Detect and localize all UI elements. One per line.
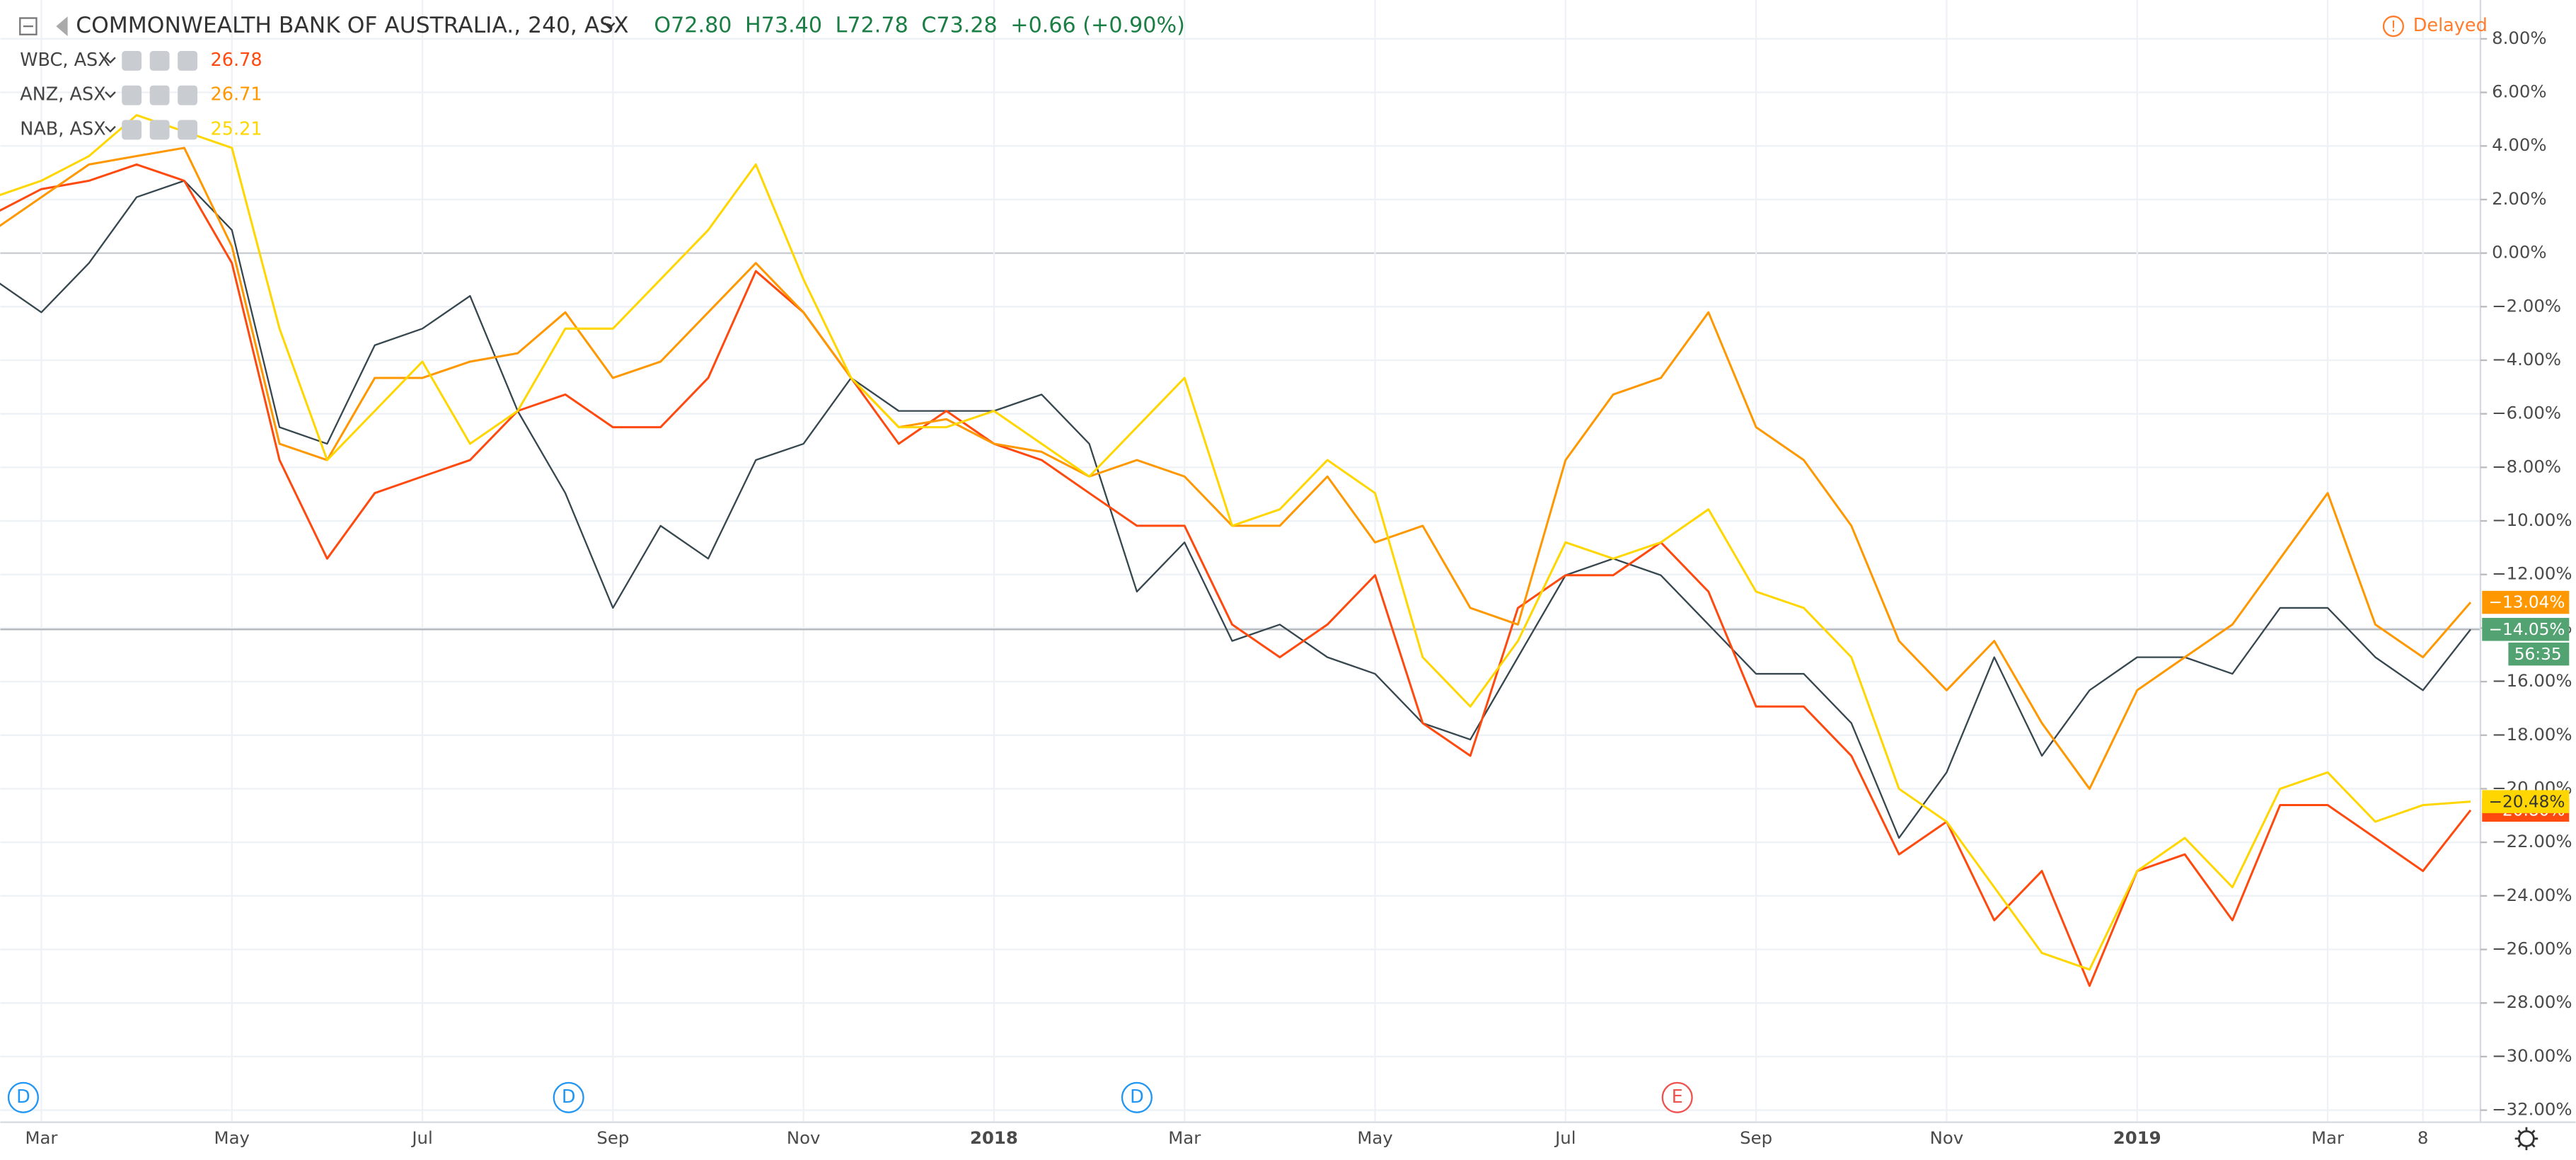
ohlc-value: C73.28: [921, 13, 997, 38]
countdown: 56:35: [2514, 645, 2562, 664]
x-tick-label: Sep: [596, 1127, 629, 1148]
x-tick-label: 2019: [2113, 1127, 2161, 1148]
x-tick-label: May: [214, 1127, 250, 1148]
legend-value: 26.71: [211, 84, 262, 105]
ohlc-value: O72.80: [654, 13, 732, 38]
legend-name[interactable]: ANZ, ASX: [20, 84, 105, 105]
price-badge: [2482, 790, 2570, 813]
event-label: D: [1130, 1086, 1144, 1108]
symbol-title[interactable]: COMMONWEALTH BANK OF AUSTRALIA., 240, AS…: [76, 13, 628, 38]
collapse-icon[interactable]: [19, 17, 37, 35]
x-tick-label: Nov: [1930, 1127, 1964, 1148]
event-label: D: [562, 1086, 576, 1108]
legend-button[interactable]: [149, 50, 170, 71]
series-line: [0, 114, 2471, 971]
y-tick-label: −28.00%: [2492, 992, 2572, 1012]
legend-name[interactable]: NAB, ASX: [20, 118, 105, 139]
series-line: [0, 180, 2471, 839]
price-badge: [2482, 618, 2570, 641]
delayed-icon: !: [2391, 18, 2396, 35]
legend-button[interactable]: [178, 120, 198, 140]
price-badge: [2482, 590, 2570, 614]
price-badge-label: −14.05%: [2489, 620, 2565, 639]
settings-icon[interactable]: [2514, 1127, 2539, 1151]
y-tick-label: −30.00%: [2492, 1045, 2572, 1066]
settings-icon: [2514, 1127, 2539, 1151]
legend-button[interactable]: [178, 50, 198, 71]
event-label: E: [1672, 1086, 1683, 1108]
x-tick-label: Jul: [410, 1127, 432, 1148]
legend-chevron[interactable]: [105, 91, 116, 98]
y-tick-label: 6.00%: [2492, 81, 2546, 102]
x-tick-label: Sep: [1740, 1127, 1772, 1148]
y-tick-label: −18.00%: [2492, 724, 2572, 745]
price-badge-label: −13.04%: [2489, 593, 2565, 612]
chevron[interactable]: [603, 22, 616, 30]
event-marker[interactable]: [1661, 1081, 1693, 1113]
ohlc-value: H73.40: [745, 13, 822, 38]
y-tick-label: −16.00%: [2492, 670, 2572, 691]
legend-button[interactable]: [122, 120, 142, 140]
legend-button[interactable]: [149, 120, 170, 140]
y-tick-label: 4.00%: [2492, 134, 2546, 155]
countdown-badge: [2508, 642, 2570, 666]
legend-name[interactable]: WBC, ASX: [20, 50, 110, 71]
x-tick-label: 2018: [970, 1127, 1018, 1148]
x-tick-label: 8: [2418, 1127, 2429, 1148]
ohlc-value: +0.66 (+0.90%): [1010, 13, 1185, 38]
event-marker[interactable]: [1121, 1081, 1153, 1113]
x-tick-label: May: [1357, 1127, 1392, 1148]
x-tick-label: Mar: [2311, 1127, 2345, 1148]
legend-button[interactable]: [149, 85, 170, 105]
plot: [0, 114, 2472, 987]
y-tick-label: −26.00%: [2492, 938, 2572, 959]
event-marker[interactable]: [7, 1081, 39, 1113]
x-tick-label: Mar: [1168, 1127, 1201, 1148]
y-tick-label: −10.00%: [2492, 510, 2572, 530]
y-tick-label: −24.00%: [2492, 885, 2572, 905]
legend-button[interactable]: [122, 50, 142, 71]
x-tick-label: Nov: [787, 1127, 821, 1148]
flag-icon[interactable]: [56, 16, 68, 37]
y-tick-label: −2.00%: [2492, 295, 2561, 316]
y-tick-label: −8.00%: [2492, 456, 2561, 476]
x-tick-label: Mar: [25, 1127, 58, 1148]
y-tick-label: −32.00%: [2492, 1099, 2572, 1120]
ohlc-value: L72.78: [836, 13, 908, 38]
event-marker[interactable]: [553, 1081, 584, 1113]
legend: WBC, ASX 26.78 ANZ, ASX 26.71 NAB, ASX 25.21: [20, 50, 262, 140]
legend-value: 25.21: [211, 118, 262, 139]
legend-chevron[interactable]: [105, 57, 116, 64]
legend-button[interactable]: [122, 85, 142, 105]
legend-button[interactable]: [178, 85, 198, 105]
axes: 8.00% 6.00% 4.00% 2.00% 0.00% −2.00% −4.00% −6.…: [25, 28, 2572, 1148]
y-tick-label: −4.00%: [2492, 349, 2561, 369]
legend-value: 26.78: [211, 50, 262, 71]
delayed-icon: [2382, 16, 2404, 38]
series-line: [0, 163, 2472, 987]
event-markers: D D D E: [7, 1081, 1693, 1113]
ohlc: O72.80 H73.40 L72.78 C73.28 +0.66 (+0.90%): [654, 13, 1185, 38]
price-badge-label: −20.48%: [2489, 792, 2565, 811]
event-label: D: [16, 1086, 30, 1108]
y-tick-label: −6.00%: [2492, 403, 2561, 423]
x-tick-label: Jul: [1554, 1127, 1576, 1148]
legend-chevron[interactable]: [105, 125, 116, 133]
y-tick-label: −22.00%: [2492, 831, 2572, 851]
y-tick-label: 8.00%: [2492, 28, 2546, 48]
grid: [0, 0, 2480, 1122]
y-tick-label: 0.00%: [2492, 242, 2546, 263]
y-tick-label: −12.00%: [2492, 563, 2572, 584]
status: Delayed: [2413, 15, 2488, 36]
y-tick-label: 2.00%: [2492, 188, 2546, 209]
